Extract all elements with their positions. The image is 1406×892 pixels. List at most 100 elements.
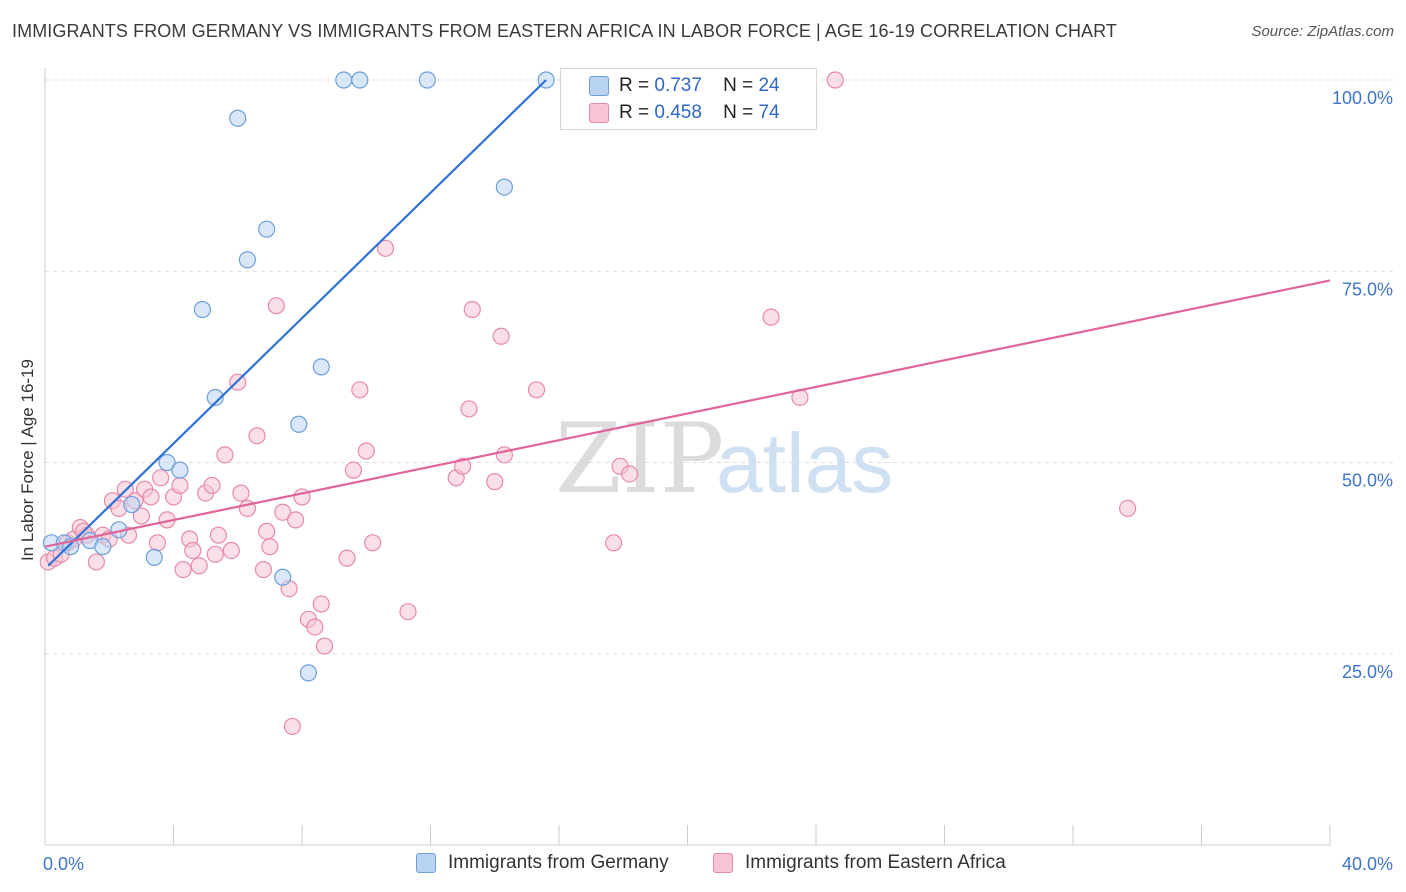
point-germany [495, 178, 513, 196]
point-eastern-africa [460, 400, 478, 418]
point-eastern-africa [203, 476, 221, 495]
point-germany [238, 251, 256, 269]
point-eastern-africa [286, 511, 305, 529]
point-germany [290, 415, 308, 433]
point-eastern-africa [605, 534, 623, 552]
stats-n-value: 24 [758, 75, 780, 96]
stats-row-eastern-africa: R = 0.458 N = 74 [619, 100, 780, 126]
point-eastern-africa [315, 637, 334, 655]
stats-r-value: 0.458 [654, 102, 702, 123]
point-eastern-africa [174, 560, 192, 579]
point-eastern-africa [826, 71, 844, 89]
watermark-atlas: atlas [716, 416, 893, 510]
y-axis-label: In Labor Force | Age 16-19 [18, 359, 37, 561]
point-eastern-africa [1119, 499, 1137, 517]
point-eastern-africa [142, 488, 160, 506]
point-germany [145, 548, 163, 566]
point-eastern-africa [621, 465, 639, 483]
point-eastern-africa [261, 538, 279, 556]
y-tick-label: 100.0% [1332, 88, 1393, 108]
point-eastern-africa [258, 522, 276, 540]
x-tick-label: 40.0% [1342, 854, 1393, 874]
stats-box: R = 0.737 N = 24 R = 0.458 N = 74 [560, 68, 817, 130]
point-eastern-africa [376, 239, 395, 257]
point-eastern-africa [492, 327, 510, 345]
point-eastern-africa [312, 595, 330, 613]
point-eastern-africa [463, 300, 481, 319]
legend-item-eastern-africa[interactable]: Immigrants from Eastern Africa [713, 852, 1006, 874]
legend-item-germany[interactable]: Immigrants from Germany [416, 852, 669, 874]
legend-swatch-eastern-africa [713, 853, 733, 873]
point-germany [335, 71, 353, 89]
point-germany [158, 453, 176, 472]
trend-line-germany [47, 79, 547, 567]
point-eastern-africa [283, 717, 301, 736]
point-eastern-africa [344, 461, 362, 479]
point-eastern-africa [152, 469, 170, 487]
point-eastern-africa [274, 503, 292, 521]
gridlines [45, 79, 1395, 655]
point-germany [274, 568, 292, 586]
watermark-zip: ZIP [555, 403, 724, 515]
stats-r-label: R = [619, 75, 650, 96]
point-eastern-africa [148, 534, 167, 552]
point-eastern-africa [454, 457, 472, 475]
legend-swatch-germany [416, 853, 436, 873]
point-eastern-africa [232, 484, 250, 502]
point-eastern-africa [132, 507, 150, 525]
point-eastern-africa [527, 381, 546, 399]
point-germany [193, 300, 212, 319]
stats-row-germany: R = 0.737 N = 24 [619, 73, 780, 99]
point-eastern-africa [248, 427, 266, 445]
point-eastern-africa [357, 442, 375, 460]
point-eastern-africa [171, 476, 189, 495]
point-eastern-africa [486, 473, 504, 491]
stats-swatch-germany [589, 76, 609, 96]
stats-n-label: N = [723, 75, 754, 96]
legend: Immigrants from Germany Immigrants from … [0, 848, 1406, 882]
source-credit: Source: ZipAtlas.com [1251, 23, 1394, 40]
legend-label-eastern-africa: Immigrants from Eastern Africa [745, 852, 1006, 873]
stats-swatch-eastern-africa [589, 103, 609, 123]
watermark: ZIP atlas [555, 403, 893, 515]
point-eastern-africa [206, 545, 224, 563]
point-eastern-africa [762, 308, 780, 326]
y-tick-label: 50.0% [1342, 471, 1393, 491]
point-germany [258, 220, 276, 238]
point-eastern-africa [254, 560, 273, 579]
point-eastern-africa [222, 541, 240, 560]
trend-line-eastern-africa [44, 279, 1331, 548]
point-eastern-africa [184, 541, 202, 560]
point-germany [94, 538, 112, 556]
series-germany-points [42, 71, 555, 682]
stats-r-value: 0.737 [654, 75, 702, 96]
trend-lines [44, 79, 1331, 567]
stats-n-value: 74 [758, 102, 780, 123]
point-germany [299, 664, 318, 682]
point-eastern-africa [306, 618, 324, 636]
chart-title: IMMIGRANTS FROM GERMANY VS IMMIGRANTS FR… [12, 21, 1118, 41]
point-germany [123, 495, 141, 514]
point-eastern-africa [209, 526, 228, 544]
point-germany [418, 71, 436, 89]
x-tick-label: 0.0% [43, 854, 84, 874]
stats-r-label: R = [619, 102, 650, 123]
point-eastern-africa [351, 381, 369, 399]
y-tick-label: 75.0% [1342, 279, 1393, 299]
legend-label-germany: Immigrants from Germany [448, 852, 669, 873]
tick-labels: 25.0% 50.0% 75.0% 100.0% 0.0% 40.0% [43, 88, 1393, 874]
point-germany [351, 71, 369, 89]
point-eastern-africa [399, 603, 417, 621]
point-germany [171, 461, 189, 479]
point-eastern-africa [364, 534, 382, 552]
stats-n-label: N = [723, 102, 754, 123]
y-tick-label: 25.0% [1342, 662, 1393, 682]
point-eastern-africa [87, 553, 106, 571]
point-germany [312, 358, 330, 376]
point-eastern-africa [267, 297, 285, 315]
point-germany [229, 109, 247, 127]
point-germany [206, 388, 224, 407]
axes [44, 68, 1331, 846]
point-eastern-africa [338, 549, 356, 567]
